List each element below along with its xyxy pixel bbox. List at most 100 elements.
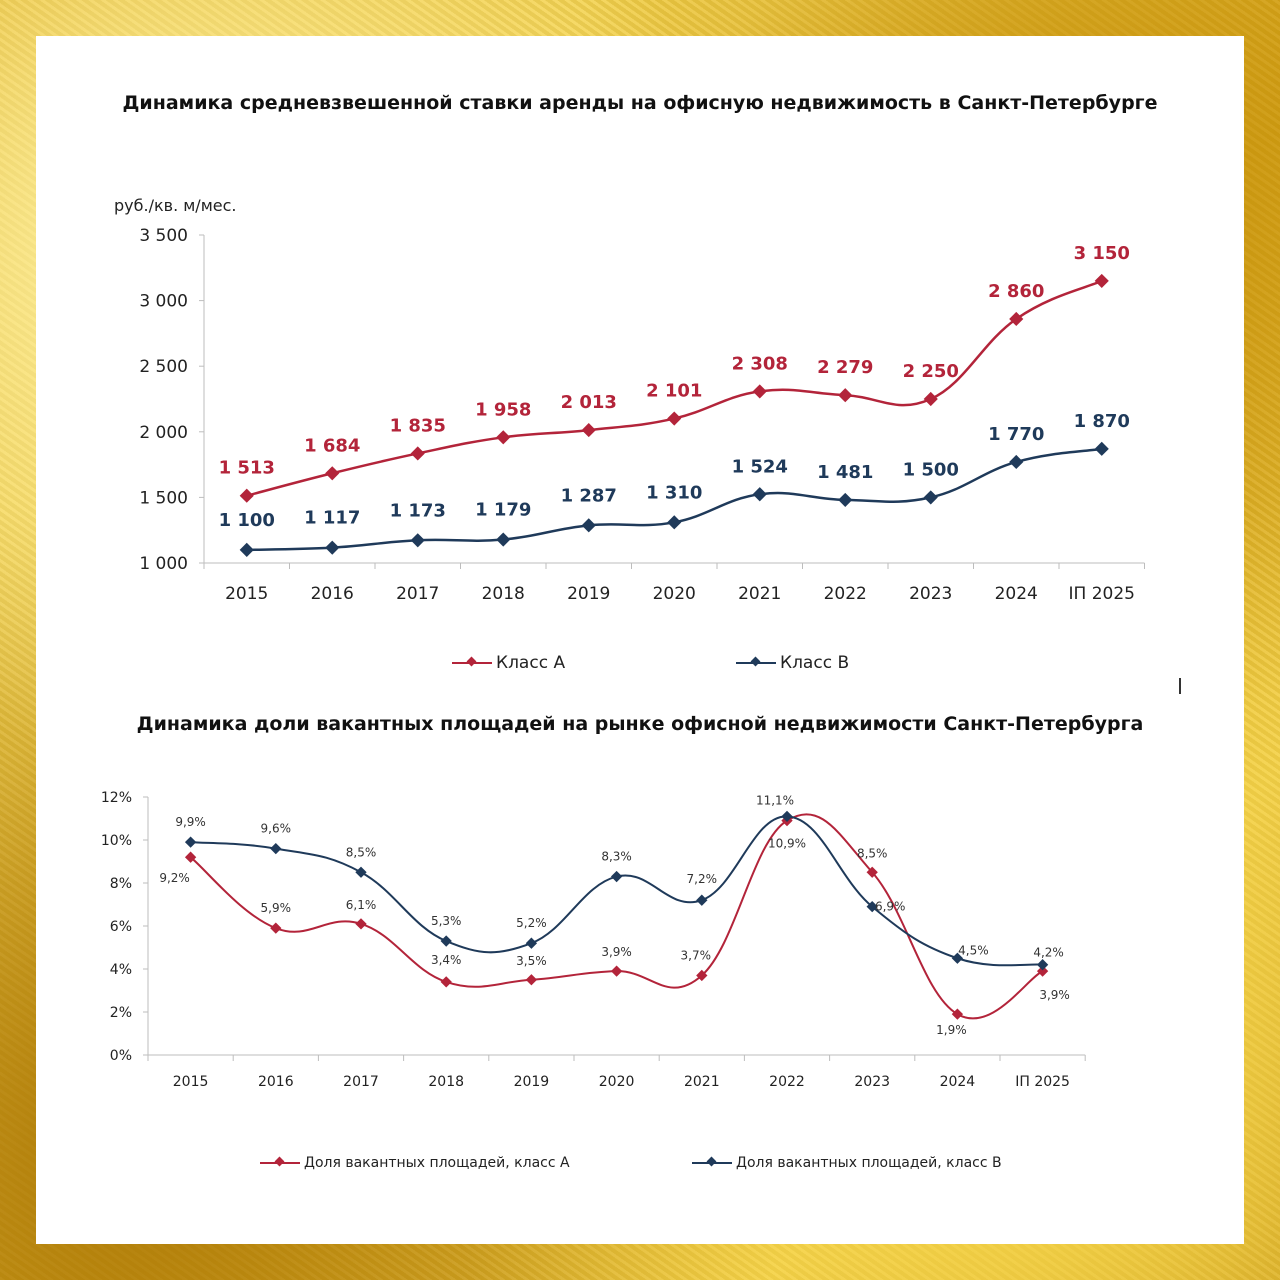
y-tick-label: 0% — [110, 1048, 132, 1064]
x-tick-label: 2024 — [995, 584, 1038, 604]
data-point-marker — [667, 515, 682, 530]
series-line-2 — [190, 815, 1043, 967]
x-tick-label: 2018 — [428, 1074, 464, 1090]
data-label: 10,9% — [768, 837, 806, 851]
legend-label-vacancy-b: Доля вакантных площадей, класс В — [736, 1155, 1002, 1171]
chart-title-rent: Динамика средневзвешенной ставки аренды … — [122, 92, 1158, 114]
legend-label-vacancy-a: Доля вакантных площадей, класс А — [304, 1155, 570, 1171]
data-label: 4,5% — [958, 943, 989, 957]
x-tick-label: 2015 — [173, 1074, 209, 1090]
data-label: 3,9% — [1039, 988, 1070, 1002]
data-point-marker — [496, 532, 511, 547]
data-label: 9,6% — [261, 822, 292, 836]
data-label: 11,1% — [756, 793, 794, 807]
data-label: 1 835 — [390, 415, 446, 436]
legend-item-vacancy-b: Доля вакантных площадей, класс В — [692, 1155, 1002, 1171]
data-point-marker — [752, 384, 767, 399]
data-point-marker — [838, 388, 853, 403]
x-tick-label: 2023 — [854, 1074, 890, 1090]
x-tick-label: 2019 — [514, 1074, 550, 1090]
data-label: 1 684 — [304, 435, 360, 456]
rent-chart: 1 000 1 500 2 000 2 500 3 000 3 500 2015 2016 20… — [139, 226, 1145, 604]
y-tick-label: 10% — [101, 833, 132, 849]
legend-item-vacancy-a: Доля вакантных площадей, класс А — [260, 1155, 570, 1171]
data-point-marker — [496, 430, 511, 445]
data-point-marker — [239, 488, 254, 503]
data-point-marker — [951, 1008, 964, 1020]
data-label: 6,1% — [346, 898, 377, 912]
x-tick-label: 2019 — [567, 584, 610, 604]
data-label: 2 860 — [988, 281, 1044, 302]
chart-title-vacancy: Динамика доли вакантных площадей на рынк… — [136, 713, 1144, 735]
data-point-marker — [184, 836, 197, 848]
legend-swatch-vacancy-b — [692, 1162, 732, 1164]
data-point-marker — [325, 540, 340, 555]
data-label: 3,4% — [431, 953, 462, 967]
data-point-marker — [866, 866, 878, 878]
data-point-marker — [610, 870, 623, 883]
data-label: 1 500 — [903, 459, 959, 480]
data-label: 7,2% — [687, 872, 718, 886]
y-tick-label: 2 500 — [139, 357, 188, 377]
x-tick-label: 2018 — [482, 584, 525, 604]
x-tick-label: IП 2025 — [1069, 584, 1135, 604]
data-label: 2 013 — [561, 392, 617, 413]
y-tick-label: 6% — [110, 919, 132, 935]
data-point-marker — [410, 446, 425, 461]
data-point-marker — [923, 391, 938, 407]
x-tick-label: 2017 — [396, 584, 439, 604]
data-point-marker — [838, 492, 853, 507]
x-tick-label: 2016 — [258, 1074, 294, 1090]
data-point-marker — [410, 533, 425, 548]
data-label: 3 150 — [1074, 243, 1130, 264]
x-tick-label: 2020 — [599, 1074, 635, 1090]
x-tick-label: 2024 — [940, 1074, 976, 1090]
data-point-marker — [355, 866, 367, 878]
y-tick-label: 8% — [110, 876, 132, 892]
data-point-marker — [610, 965, 623, 977]
data-point-marker — [270, 842, 282, 855]
data-label: 2 101 — [646, 381, 702, 402]
data-label: 8,5% — [346, 845, 377, 859]
data-label: 1 287 — [561, 485, 617, 506]
data-label: 2 308 — [732, 353, 788, 374]
y-tick-label: 1 500 — [139, 488, 188, 508]
x-tick-label: 2021 — [738, 584, 781, 604]
series-line-1 — [189, 813, 1044, 1020]
x-tick-label: 2020 — [653, 584, 696, 604]
data-label: 2 279 — [817, 357, 873, 378]
data-point-marker — [1036, 959, 1049, 971]
data-label: 1 481 — [817, 462, 873, 483]
data-point-marker — [270, 922, 282, 934]
data-point-marker — [951, 952, 964, 964]
data-label: 3,5% — [516, 954, 547, 968]
y-axis-unit-label: руб./кв. м/мес. — [114, 196, 237, 215]
data-label: 1 117 — [304, 508, 360, 529]
x-tick-label: 2016 — [311, 584, 354, 604]
x-tick-label: 2023 — [909, 584, 952, 604]
x-tick-label: 2022 — [769, 1074, 805, 1090]
y-tick-label: 2 000 — [139, 423, 188, 443]
y-tick-label: 12% — [101, 790, 132, 806]
y-tick-label: 3 000 — [139, 292, 188, 312]
data-label: 9,2% — [159, 871, 190, 885]
data-label: 1 870 — [1074, 411, 1130, 432]
x-tick-label: 2022 — [824, 584, 867, 604]
x-tick-label: IП 2025 — [1015, 1074, 1070, 1090]
text-cursor-mark — [1179, 678, 1181, 694]
data-label: 1 513 — [219, 458, 275, 479]
data-point-marker — [696, 894, 708, 906]
data-label: 1 524 — [732, 456, 788, 477]
data-point-marker — [667, 411, 682, 426]
data-point-marker — [184, 851, 197, 863]
data-label: 1 310 — [646, 482, 702, 503]
data-point-marker — [239, 542, 254, 557]
data-point-marker — [581, 423, 596, 438]
data-point-marker — [696, 969, 708, 982]
data-point-marker — [355, 918, 367, 930]
data-label: 1 958 — [475, 399, 531, 420]
data-label: 1 179 — [475, 500, 531, 521]
data-point-marker — [781, 810, 793, 823]
data-label: 1 173 — [390, 500, 446, 521]
data-point-marker — [440, 976, 452, 988]
